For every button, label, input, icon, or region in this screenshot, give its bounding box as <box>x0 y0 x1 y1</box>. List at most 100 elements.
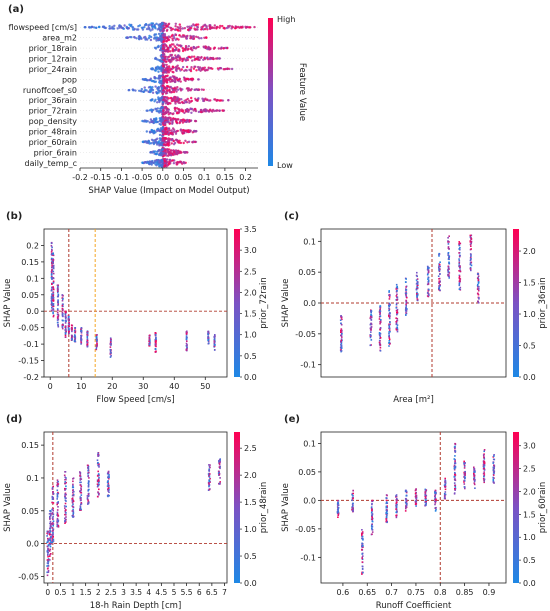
x-tick-label: 5 <box>172 588 177 597</box>
beeswarm-point <box>169 85 172 89</box>
data-point <box>388 329 391 331</box>
beeswarm-point <box>212 47 216 50</box>
data-point <box>482 454 485 456</box>
beeswarm-point <box>164 107 168 110</box>
colorbar <box>268 18 273 166</box>
data-point <box>379 308 381 311</box>
data-point <box>370 334 372 337</box>
data-point <box>80 492 83 494</box>
beeswarm-point <box>167 139 170 143</box>
data-point <box>56 313 59 316</box>
data-point <box>435 506 437 509</box>
y-tick-label: -0.05 <box>295 330 316 339</box>
data-point <box>64 522 66 524</box>
data-point <box>57 287 59 289</box>
beeswarm-point <box>180 98 183 101</box>
data-point <box>362 539 364 541</box>
panel-e-runoff: (e)0.6 0.65 0.7 0.75 0.8 0.85 0.9-0.1-0.050.00… <box>281 414 548 611</box>
beeswarm-point <box>180 44 183 48</box>
data-point <box>218 471 220 474</box>
beeswarm-point <box>167 120 170 124</box>
beeswarm-point <box>160 111 163 114</box>
colorbar-tick-label: 0.0 <box>244 373 257 382</box>
data-point <box>459 270 462 273</box>
data-point <box>97 475 100 477</box>
data-point <box>371 513 374 515</box>
beeswarm-point <box>168 137 172 141</box>
beeswarm-point <box>164 92 168 95</box>
data-point <box>57 519 59 522</box>
beeswarm-point <box>175 65 178 68</box>
data-point <box>444 493 447 496</box>
data-point <box>473 483 476 486</box>
data-point <box>396 285 398 288</box>
data-point <box>371 525 374 528</box>
x-tick-label: -0.05 <box>132 173 153 182</box>
data-point <box>395 323 398 326</box>
data-point <box>219 481 221 483</box>
colorbar-title: Feature Value <box>297 63 307 121</box>
data-point <box>209 477 211 480</box>
data-point <box>405 292 408 295</box>
data-point <box>52 507 54 510</box>
beeswarm-point <box>193 140 196 144</box>
data-point <box>464 487 466 490</box>
data-point <box>405 310 408 312</box>
data-point <box>336 506 339 508</box>
beeswarm-point <box>161 29 165 32</box>
data-point <box>95 347 98 350</box>
beeswarm-point <box>162 80 165 83</box>
data-point <box>218 459 220 462</box>
data-point <box>424 497 427 499</box>
data-point <box>427 269 430 272</box>
data-point <box>107 490 109 492</box>
beeswarm-point <box>177 101 180 105</box>
beeswarm-point <box>193 88 196 92</box>
beeswarm-point <box>176 111 179 114</box>
data-point <box>483 467 485 470</box>
y-tick-label: -0.05 <box>18 572 39 581</box>
beeswarm-point <box>208 47 211 51</box>
data-point <box>52 513 55 516</box>
data-point <box>396 293 398 296</box>
data-point <box>405 506 407 508</box>
beeswarm-point <box>156 129 159 133</box>
x-tick-label: 0.1 <box>198 173 211 182</box>
data-point <box>339 349 342 351</box>
beeswarm-point <box>154 85 157 88</box>
data-point <box>50 244 53 247</box>
data-point <box>361 561 364 563</box>
beeswarm-point <box>163 87 166 90</box>
data-point <box>416 296 418 298</box>
beeswarm-point <box>179 80 182 83</box>
data-point <box>98 477 100 479</box>
data-point <box>435 491 437 494</box>
beeswarm-point <box>149 151 152 154</box>
data-point <box>454 486 457 488</box>
beeswarm-point <box>199 56 203 60</box>
data-point <box>56 512 59 515</box>
beeswarm-point <box>161 100 164 104</box>
data-point <box>97 484 100 487</box>
data-point <box>379 305 381 307</box>
colorbar-tick-label: 0.5 <box>523 556 536 565</box>
beeswarm-point <box>150 88 153 91</box>
data-point <box>64 513 66 516</box>
beeswarm-point <box>202 58 205 61</box>
beeswarm-point <box>228 67 231 71</box>
data-point <box>52 308 55 310</box>
data-point <box>425 500 427 503</box>
beeswarm-point <box>203 56 206 60</box>
data-point <box>396 290 398 292</box>
data-point <box>361 573 363 575</box>
beeswarm-point <box>156 101 159 104</box>
data-point <box>52 491 54 493</box>
beeswarm-point <box>134 89 137 92</box>
data-point <box>79 472 81 474</box>
data-point <box>427 278 429 280</box>
data-point <box>427 280 430 282</box>
beeswarm-point <box>193 55 196 58</box>
data-point <box>395 511 397 514</box>
data-point <box>50 297 53 299</box>
beeswarm-point <box>157 162 160 165</box>
